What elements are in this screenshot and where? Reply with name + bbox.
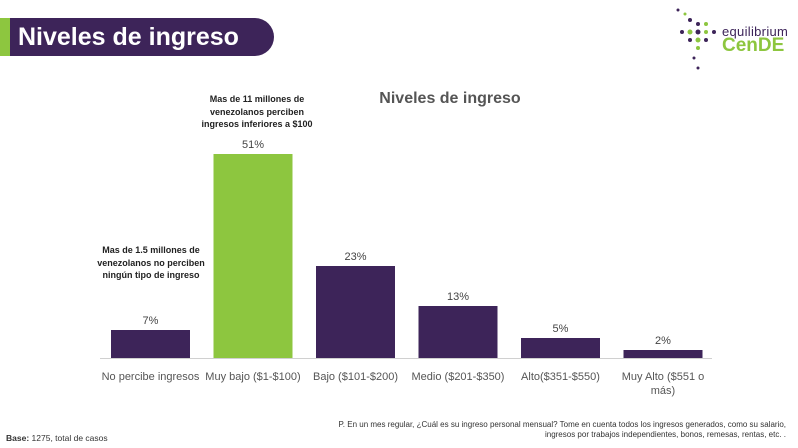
header-accent [0,18,10,56]
bar-4 [521,338,600,358]
category-label-5: Muy Alto ($551 o más) [621,371,705,397]
data-label-5: 2% [655,335,671,347]
annotation-low-income: Mas de 11 millones de venezolanos percib… [201,94,313,129]
page-title: Niveles de ingreso [18,23,239,51]
bar-3 [418,306,498,358]
footnote: P. En un mes regular, ¿Cuál es su ingres… [338,420,786,439]
logo-text-top: equilibrium [722,24,789,39]
category-label-2: Bajo ($101-$200) [312,371,398,383]
category-label-4: Alto($351-$550) [521,371,600,383]
category-label-3: Medio ($201-$350) [411,371,505,383]
category-label-0: No percibe ingresos [101,371,200,383]
data-label-3: 13% [447,291,469,303]
bar-1 [213,154,293,358]
bar-5 [623,350,703,358]
logo-dots-icon [676,8,716,70]
annotation-no-income: Mas de 1.5 millones de venezolanos no pe… [97,245,205,280]
bar-2 [316,266,395,358]
base-label: Base: [6,433,30,443]
logo-text-bottom: CenDE [722,35,785,56]
bar-0 [111,330,190,358]
base-note: Base: 1275, total de casos [6,433,108,443]
category-label-1: Muy bajo ($1-$100) [205,371,301,383]
base-text: 1275, total de casos [31,433,108,443]
data-label-0: 7% [143,315,159,327]
header-bar: Niveles de ingreso [0,18,274,56]
logo: equilibrium CenDE [660,2,796,76]
data-label-1: 51% [242,139,264,151]
data-label-2: 23% [344,251,366,263]
data-label-4: 5% [553,323,569,335]
chart-title: Niveles de ingreso [379,90,521,107]
